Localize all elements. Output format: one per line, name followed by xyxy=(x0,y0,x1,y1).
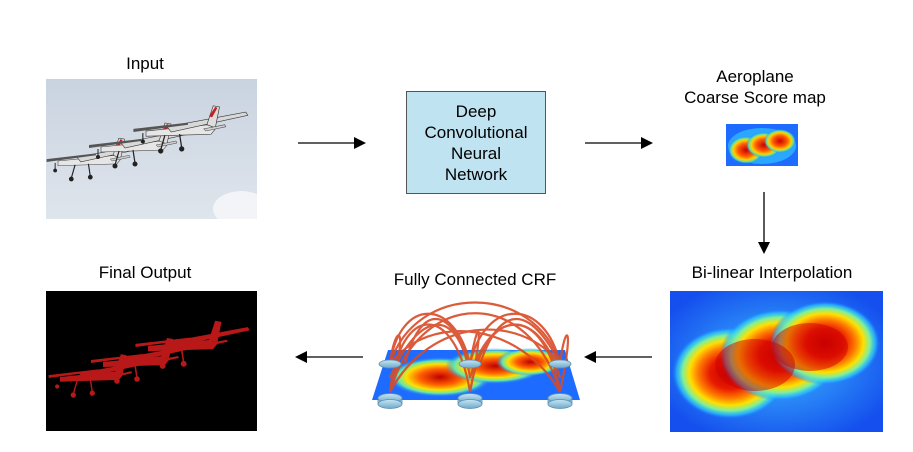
dcnn-line2: Convolutional xyxy=(424,122,528,142)
final-output-label: Final Output xyxy=(98,263,192,282)
interpolated-score-map xyxy=(670,291,883,432)
final-output-mask xyxy=(46,291,257,431)
arrow-dcnn-to-score xyxy=(585,137,653,149)
input-image xyxy=(46,79,257,219)
arrow-input-to-dcnn xyxy=(298,137,366,149)
crf-label: Fully Connected CRF xyxy=(393,270,557,289)
interpolation-label: Bi-linear Interpolation xyxy=(691,263,853,282)
arrow-interp-to-crf xyxy=(584,351,652,363)
dcnn-line1: Deep xyxy=(455,101,497,121)
coarse-score-map xyxy=(726,124,798,166)
arrow-crf-to-output xyxy=(295,351,363,363)
arrow-score-to-interp xyxy=(758,192,770,254)
score-map-label-line2: Coarse Score map xyxy=(684,88,826,107)
dcnn-line3: Neural xyxy=(450,143,502,163)
dcnn-box: Deep Convolutional Neural Network xyxy=(406,91,546,194)
dcnn-line4: Network xyxy=(444,164,508,184)
input-label: Input xyxy=(126,54,164,73)
crf-graph xyxy=(360,292,585,418)
score-map-label-line1: Aeroplane xyxy=(716,67,794,86)
